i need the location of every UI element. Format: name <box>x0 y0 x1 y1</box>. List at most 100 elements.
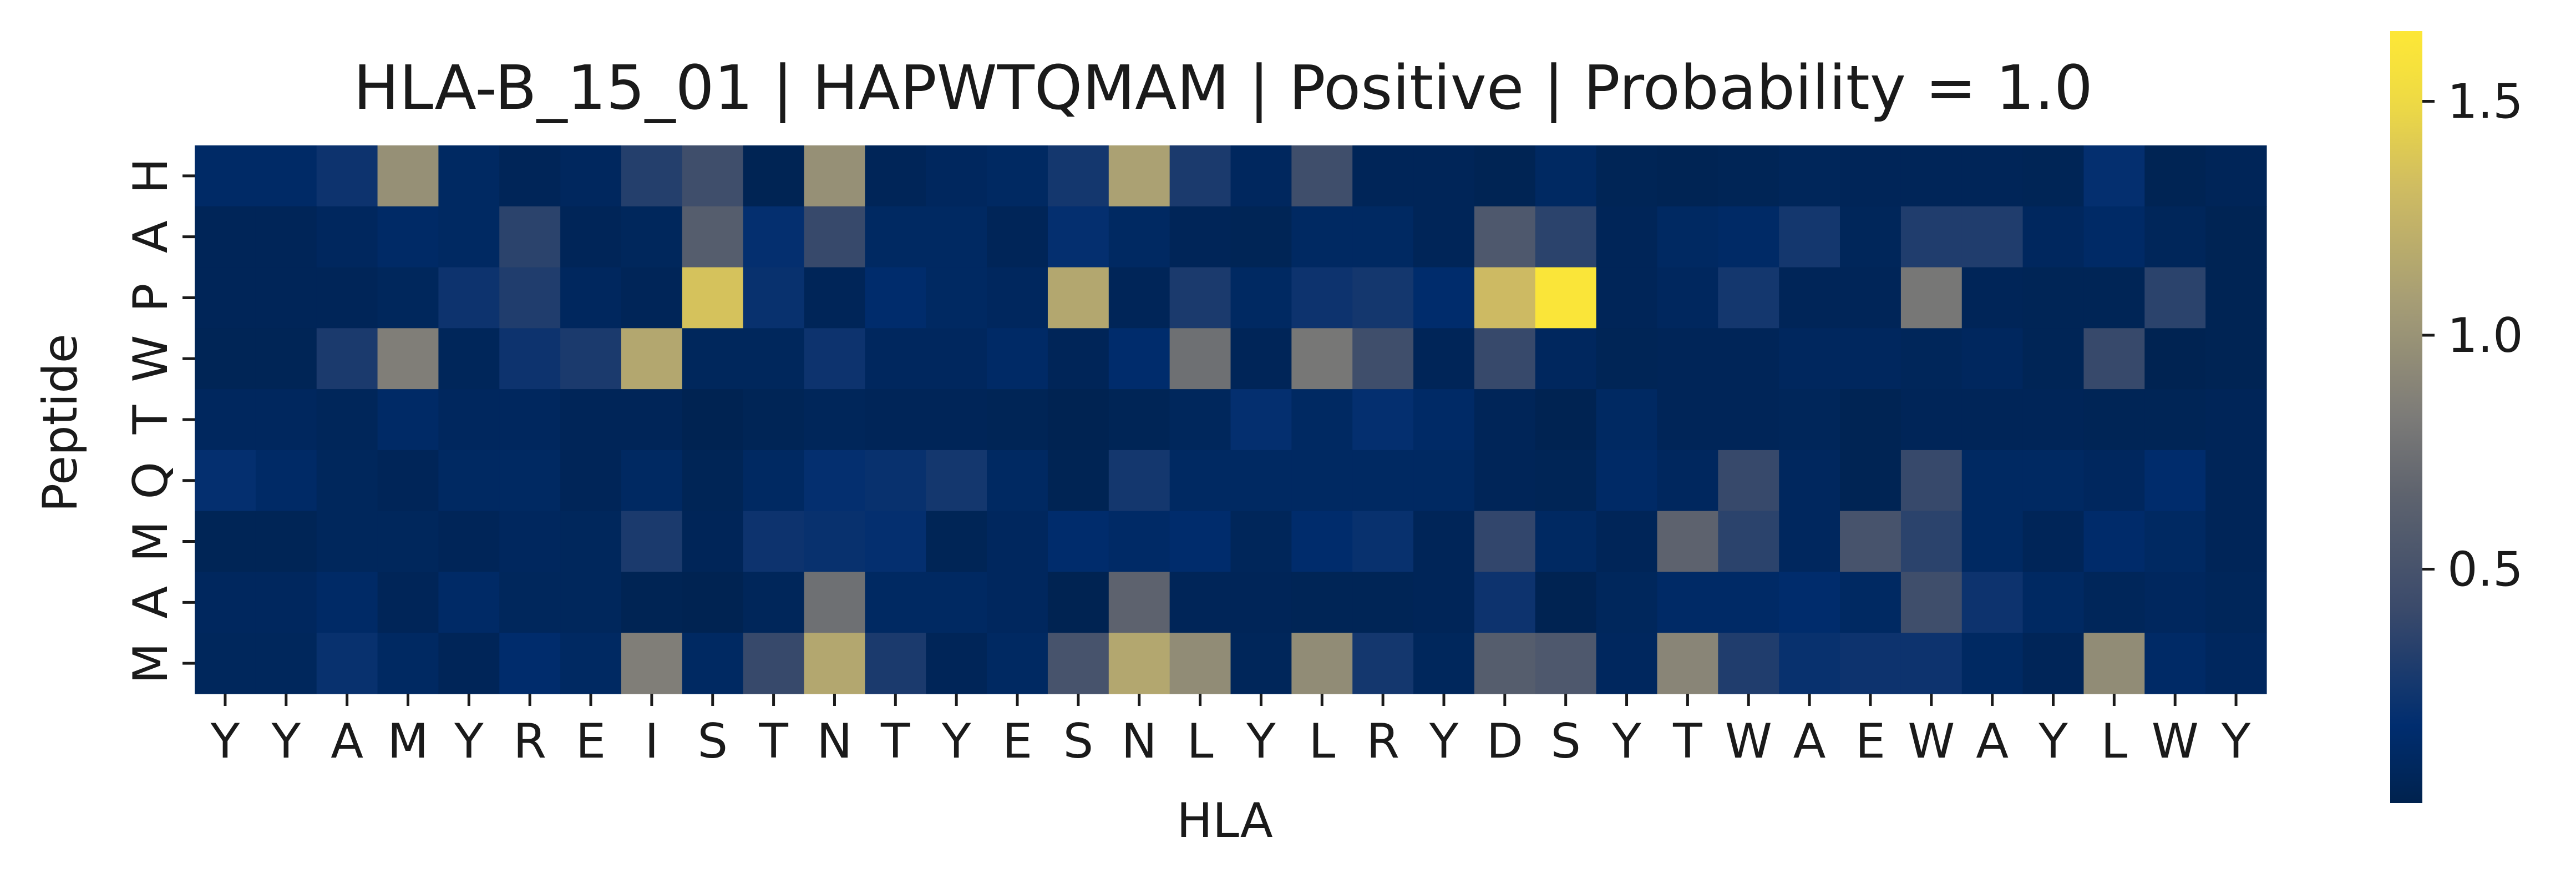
heatmap-cell <box>865 328 926 390</box>
x-tick-label: Y <box>1611 714 1641 769</box>
heatmap-cell <box>255 328 317 390</box>
heatmap-cell <box>2205 145 2267 207</box>
heatmap-cell <box>377 450 439 512</box>
heatmap-cell <box>682 267 744 329</box>
heatmap-cell <box>2022 267 2085 329</box>
heatmap-cell <box>2022 572 2085 633</box>
x-tick-label: E <box>1002 714 1032 769</box>
heatmap-cell <box>1474 267 1536 329</box>
heatmap-cell <box>2144 633 2206 694</box>
heatmap-cell <box>1779 145 1840 207</box>
heatmap-cell <box>865 389 926 451</box>
heatmap-cell <box>1657 206 1718 268</box>
heatmap-cell <box>1779 572 1840 633</box>
heatmap-cell <box>804 328 865 390</box>
heatmap-cell <box>1961 572 2024 633</box>
heatmap-cell <box>743 328 805 390</box>
heatmap-cell <box>621 633 683 694</box>
heatmap-cell <box>1108 450 1170 512</box>
heatmap-cell <box>377 206 439 268</box>
heatmap-cell <box>865 511 926 573</box>
heatmap-cell <box>1047 145 1109 207</box>
heatmap-cell <box>1291 145 1353 207</box>
heatmap-cell <box>1840 328 1901 390</box>
heatmap-cell <box>316 450 378 512</box>
heatmap-cell <box>1413 389 1475 451</box>
x-tick-label: Y <box>941 714 971 769</box>
heatmap-cell <box>2144 572 2206 633</box>
heatmap-cell <box>2205 572 2267 633</box>
heatmap-cell <box>1352 633 1414 694</box>
heatmap-cell <box>1900 389 1963 451</box>
heatmap-cell <box>2083 511 2145 573</box>
heatmap-cell <box>1230 633 1292 694</box>
heatmap-cell <box>1840 267 1901 329</box>
heatmap-cell <box>1840 633 1901 694</box>
x-tick-label: E <box>1855 714 1885 769</box>
heatmap-cell <box>1657 511 1718 573</box>
heatmap-cell <box>987 145 1048 207</box>
heatmap-cell <box>1961 145 2024 207</box>
heatmap-cell <box>438 206 500 268</box>
heatmap-cell <box>1230 328 1292 390</box>
heatmap-cell <box>743 267 805 329</box>
heatmap-cell <box>2144 206 2206 268</box>
heatmap-cell <box>316 511 378 573</box>
heatmap-cell <box>2083 450 2145 512</box>
heatmap-cell <box>621 511 683 573</box>
heatmap-cell <box>1900 450 1963 512</box>
heatmap-cell <box>2144 145 2206 207</box>
heatmap-cell <box>438 328 500 390</box>
heatmap-cell <box>621 267 683 329</box>
heatmap-cell <box>1596 328 1658 390</box>
heatmap-cell <box>804 206 865 268</box>
heatmap-cell <box>1900 633 1963 694</box>
chart-title: HLA-B_15_01 | HAPWTQMAM | Positive | Pro… <box>353 52 2093 124</box>
heatmap-cell <box>865 267 926 329</box>
x-tick-label: A <box>331 714 363 769</box>
heatmap-cell <box>438 633 500 694</box>
heatmap-cell <box>926 206 987 268</box>
x-tick-label: M <box>387 714 428 769</box>
y-tick-label: A <box>123 220 179 253</box>
heatmap-cell <box>1596 389 1658 451</box>
heatmap-cell <box>926 572 987 633</box>
heatmap-cell <box>926 267 987 329</box>
heatmap-cell <box>2083 389 2145 451</box>
heatmap-cell <box>2022 450 2085 512</box>
x-tick-label: S <box>1063 714 1094 769</box>
heatmap-cell <box>1596 206 1658 268</box>
heatmap-cell <box>560 389 622 451</box>
heatmap-cell <box>1230 145 1292 207</box>
heatmap-cell <box>255 206 317 268</box>
heatmap-cell <box>1169 572 1231 633</box>
heatmap-cell <box>1413 511 1475 573</box>
heatmap-cell <box>804 450 865 512</box>
x-tick-label: R <box>1366 714 1399 769</box>
heatmap-cell <box>2022 328 2085 390</box>
heatmap-cell <box>987 328 1048 390</box>
heatmap-cell <box>743 145 805 207</box>
heatmap-cell <box>195 572 256 633</box>
heatmap-cell <box>195 206 256 268</box>
heatmap-cell <box>1291 267 1353 329</box>
x-tick-label: A <box>1793 714 1826 769</box>
heatmap-cell <box>1535 511 1597 573</box>
heatmap-cell <box>377 145 439 207</box>
heatmap-cell <box>1596 511 1658 573</box>
colorbar <box>2390 31 2422 803</box>
heatmap-cell <box>438 145 500 207</box>
heatmap-cell <box>987 389 1048 451</box>
heatmap-cell <box>926 328 987 390</box>
heatmap-cell <box>987 206 1048 268</box>
x-tick-label: Y <box>2038 714 2068 769</box>
heatmap-cell <box>1291 389 1353 451</box>
heatmap-cell <box>1047 267 1109 329</box>
heatmap-cell <box>1047 450 1109 512</box>
heatmap-cell <box>1474 633 1536 694</box>
heatmap-cell <box>1291 328 1353 390</box>
heatmap-cell <box>1108 328 1170 390</box>
heatmap-cell <box>1413 145 1475 207</box>
x-tick-label: Y <box>271 714 301 769</box>
heatmap-cell <box>1535 267 1597 329</box>
